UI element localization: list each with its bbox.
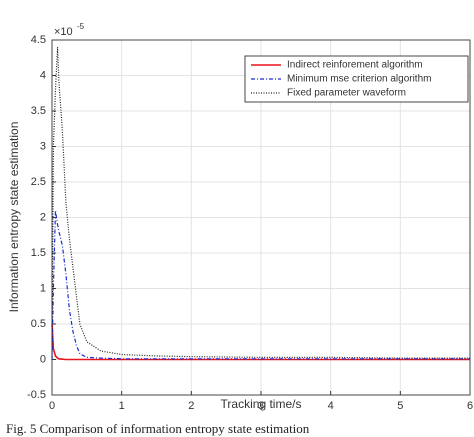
y-tick-label: 2.5 <box>31 176 46 188</box>
y-tick-label: 3.5 <box>31 105 46 117</box>
x-tick-label: 2 <box>188 400 194 412</box>
plot-frame <box>51 39 471 396</box>
y-axis-label: Information entropy state estimation <box>7 122 21 313</box>
x-tick-label: 0 <box>49 400 55 412</box>
x-tick-label: 6 <box>467 400 473 412</box>
series-line <box>51 323 470 361</box>
x-tick-label: 1 <box>119 400 125 412</box>
x-tick-label: 5 <box>397 400 403 412</box>
y-tick-label: 1.5 <box>31 247 46 259</box>
x-tick-label: 4 <box>328 400 334 412</box>
y-tick-label: 0.5 <box>31 318 46 330</box>
y-tick-label: 3 <box>40 140 46 152</box>
y-tick-label: 0 <box>40 353 46 365</box>
y-scale-label: ×10 <box>54 26 73 38</box>
series-line <box>51 210 470 360</box>
y-tick-label: 1 <box>40 282 46 294</box>
y-tick-label: -0.5 <box>27 389 46 401</box>
x-axis-label: Tracking time/s <box>221 397 302 411</box>
legend-label: Fixed parameter waveform <box>287 88 406 99</box>
x-tick-label: 3 <box>258 400 264 412</box>
legend-box <box>244 55 469 103</box>
legend-label: Indirect reinforement algorithm <box>287 60 423 71</box>
y-scale-exponent: -5 <box>77 22 85 31</box>
legend-label: Minimum mse criterion algorithm <box>287 74 431 85</box>
series-line <box>51 47 470 360</box>
figure-caption: Fig. 5 Comparison of information entropy… <box>6 421 310 436</box>
y-tick-label: 2 <box>40 211 46 223</box>
y-tick-label: 4 <box>40 69 46 81</box>
y-tick-label: 4.5 <box>31 34 46 46</box>
